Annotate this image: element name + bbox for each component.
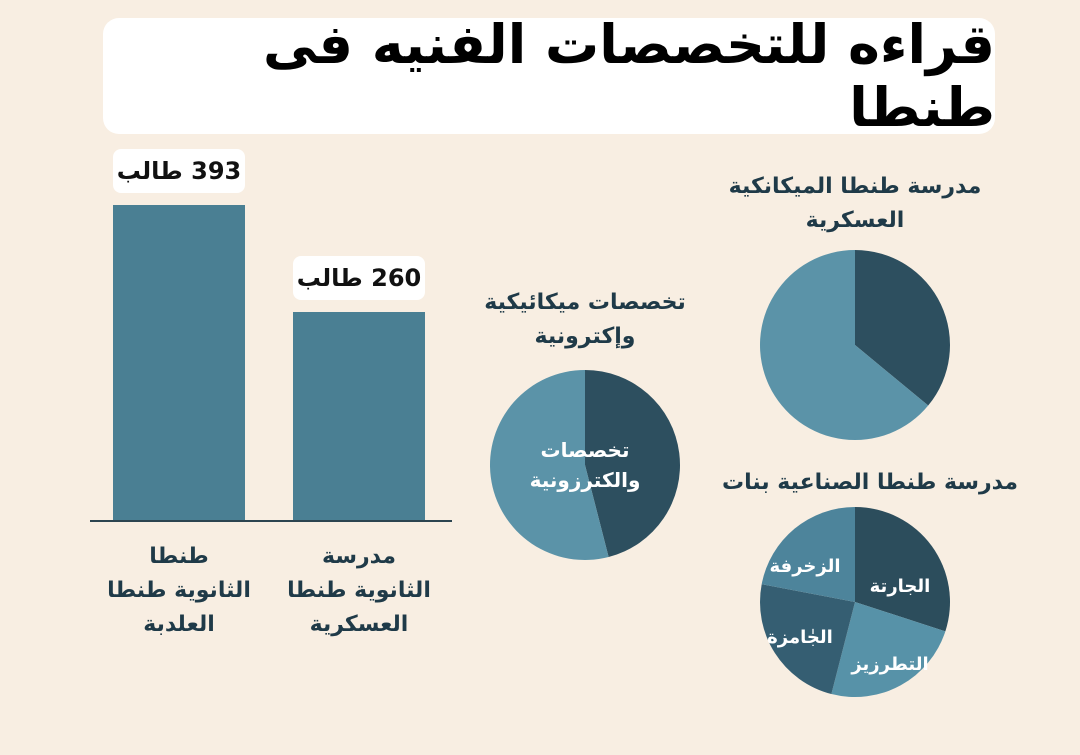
pie-title-industrial-girls: مدرسة طنطا الصناعية بنات <box>721 470 1019 495</box>
pie-slice-label: الزخرفة <box>770 556 841 577</box>
pie-slice <box>855 507 950 632</box>
pie-slice <box>855 250 950 406</box>
bar-category-label: طنطا الثانوية طنطا العلدبة <box>107 544 251 637</box>
bar-value-label: 393 طالب <box>113 149 245 193</box>
pie-slice <box>761 507 855 602</box>
bar <box>293 311 425 520</box>
pie-title-electronics: تخصصات ميكائيكية وإكترونية <box>484 290 686 349</box>
pie-title-mechanical: مدرسة طنطا الميكانكية العسكرية <box>728 174 982 233</box>
pie-slice <box>760 584 855 695</box>
pie-slice <box>585 370 680 558</box>
pie-slice-label: الجارتة <box>870 576 931 597</box>
pie-slice <box>760 250 929 440</box>
title-banner: قراءه للتخصصات الفنيه فى طنطا <box>103 13 995 139</box>
pie-slice-label: تخصصات والكترزونية <box>530 438 641 492</box>
pie-slice <box>489 370 609 560</box>
bar-value-label: 260 طالب <box>293 255 425 300</box>
bar-category-label: مدرسة الثانوية طنطا العسكرية <box>287 544 431 637</box>
pie-slice-label: التطرزيز <box>850 654 928 675</box>
bar-axis-line <box>90 520 452 522</box>
bar <box>113 205 245 520</box>
page-title: قراءه للتخصصات الفنيه فى طنطا <box>262 13 995 139</box>
pie-slice-label: الجٰامزة <box>767 627 833 648</box>
pie-slice <box>831 602 946 697</box>
